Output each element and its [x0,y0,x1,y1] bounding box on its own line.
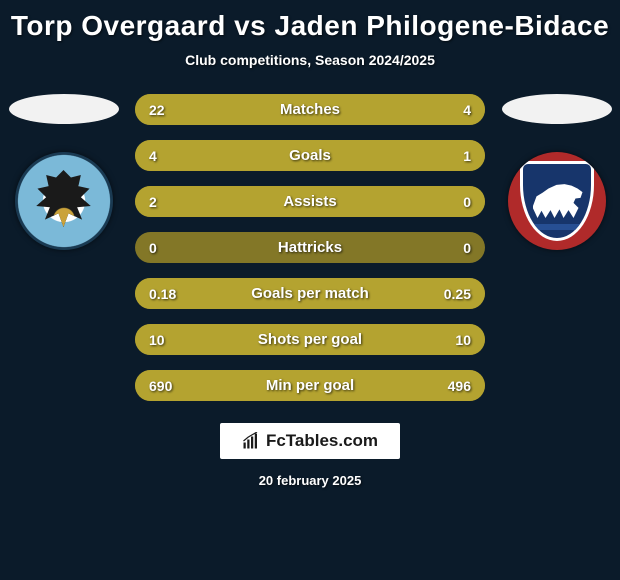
right-player-silhouette [502,94,612,124]
left-player-column [6,94,121,250]
stat-row: 00Hattricks [135,232,485,263]
stat-label: Min per goal [135,377,485,394]
date-text: 20 february 2025 [259,473,362,488]
right-player-column [499,94,614,250]
stat-row: 20Assists [135,186,485,217]
footer: FcTables.com 20 february 2025 [0,423,620,488]
main-area: 224Matches 41Goals 20Assists 00Hattricks 0.1… [0,94,620,401]
coventry-eagle-icon [33,170,95,232]
chart-icon [242,432,260,450]
stat-label: Matches [135,101,485,118]
stat-row: 690496Min per goal [135,370,485,401]
left-player-silhouette [9,94,119,124]
stat-row: 41Goals [135,140,485,171]
subtitle: Club competitions, Season 2024/2025 [0,52,620,68]
comparison-card: Torp Overgaard vs Jaden Philogene-Bidace… [0,0,620,580]
stat-row: 224Matches [135,94,485,125]
stat-row: 1010Shots per goal [135,324,485,355]
stat-label: Hattricks [135,239,485,256]
stat-label: Goals [135,147,485,164]
stat-label: Shots per goal [135,331,485,348]
ipswich-horse-icon [520,161,594,241]
brand-badge: FcTables.com [220,423,400,459]
page-title: Torp Overgaard vs Jaden Philogene-Bidace [0,4,620,46]
right-club-crest [508,152,606,250]
stats-list: 224Matches 41Goals 20Assists 00Hattricks 0.1… [135,94,485,401]
stat-label: Goals per match [135,285,485,302]
stat-row: 0.180.25Goals per match [135,278,485,309]
left-club-crest [15,152,113,250]
stat-label: Assists [135,193,485,210]
brand-text: FcTables.com [266,431,378,451]
